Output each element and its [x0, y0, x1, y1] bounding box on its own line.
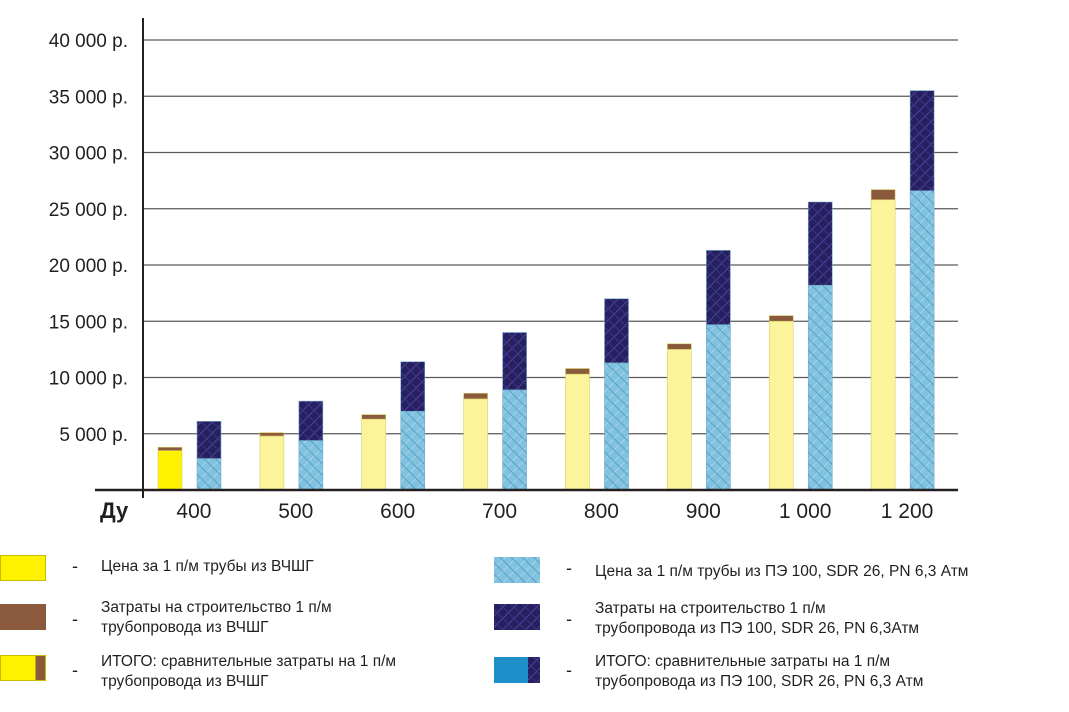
y-tick-label: 20 000 р.	[49, 256, 128, 277]
bar-vchshg-price	[259, 435, 285, 491]
legend-dash: -	[566, 660, 572, 680]
bar-vchshg-construction	[870, 189, 896, 201]
x-tick-label: 500	[278, 500, 313, 523]
bar-vchshg-price	[768, 320, 794, 491]
y-tick-label: 35 000 р.	[49, 87, 128, 108]
bar-vchshg-price	[667, 349, 692, 491]
bar-vchshg-construction	[463, 392, 488, 400]
bar-pe-price	[909, 190, 935, 491]
legend-swatch-pe-construction	[494, 604, 540, 630]
x-tick-label: 900	[686, 500, 721, 523]
axes	[95, 18, 958, 498]
bar-pe-construction	[706, 250, 731, 325]
y-tick-label: 5 000 р.	[59, 425, 128, 446]
legend-dash: -	[72, 556, 78, 576]
bar-vchshg-construction	[157, 446, 183, 451]
bar-chart: 5 000 р. 10 000 р. 15 000 р. 20 000 р. 25 00…	[49, 18, 958, 523]
bar-vchshg-price	[870, 199, 896, 491]
legend-dash: -	[566, 609, 572, 629]
bar-vchshg-construction	[565, 368, 590, 375]
x-tick-label: 700	[482, 500, 517, 523]
bar-pe-price	[604, 362, 629, 491]
tick-labels: 5 000 р. 10 000 р. 15 000 р. 20 000 р. 25 00…	[49, 31, 934, 523]
legend-swatch-vchshg-construction	[0, 604, 46, 630]
bar-pe-construction	[807, 201, 833, 286]
legend-swatch-pe-total	[494, 657, 540, 683]
bar-pe-construction	[604, 298, 629, 364]
bar-pe-price	[502, 389, 527, 491]
legend-swatch-pe-price	[494, 557, 540, 583]
legend-dash: -	[72, 660, 78, 680]
x-tick-label: 800	[584, 500, 619, 523]
bar-pe-construction	[298, 400, 324, 441]
legend-swatch-vchshg-price	[0, 555, 46, 581]
bar-vchshg-construction	[361, 414, 387, 420]
bar-vchshg-price	[157, 450, 183, 491]
y-tick-label: 15 000 р.	[49, 312, 128, 333]
x-tick-label: 400	[176, 500, 211, 523]
legend-label-vchshg-total: ИТОГО: сравнительные затраты на 1 п/м тр…	[101, 653, 397, 690]
grid-lines	[143, 39, 958, 435]
bar-pe-price	[196, 458, 222, 491]
legend-label-pe-construction: Затраты на строительство 1 п/м трубопров…	[595, 600, 920, 637]
bars-group	[157, 90, 935, 491]
x-axis-label: Ду	[100, 498, 129, 523]
y-tick-label: 30 000 р.	[49, 144, 128, 165]
legend-label-pe-price: Цена за 1 п/м трубы из ПЭ 100, SDR 26, P…	[595, 563, 969, 580]
bar-pe-price	[298, 440, 324, 491]
x-tick-label: 1 200	[881, 500, 934, 523]
bar-pe-construction	[502, 332, 527, 391]
y-tick-label: 40 000 р.	[49, 31, 128, 52]
legend-label-vchshg-price: Цена за 1 п/м трубы из ВЧШГ	[101, 558, 314, 575]
y-tick-label: 10 000 р.	[49, 369, 128, 390]
y-tick-label: 25 000 р.	[49, 200, 128, 221]
bar-pe-price	[807, 284, 833, 491]
bar-pe-price	[706, 324, 731, 491]
legend-dash: -	[72, 609, 78, 629]
legend-label-pe-total: ИТОГО: сравнительные затраты на 1 п/м тр…	[595, 653, 924, 690]
bar-vchshg-construction	[259, 432, 285, 437]
bar-vchshg-construction	[667, 343, 692, 350]
x-tick-label: 600	[380, 500, 415, 523]
bar-vchshg-price	[463, 398, 488, 491]
bar-pe-construction	[909, 90, 935, 192]
x-tick-label: 1 000	[779, 500, 832, 523]
bar-vchshg-price	[565, 373, 590, 491]
bar-vchshg-price	[361, 418, 387, 491]
bar-pe-construction	[400, 361, 426, 412]
bar-vchshg-construction	[768, 315, 794, 322]
legend-label-vchshg-construction: Затраты на строительство 1 п/м трубопров…	[101, 599, 332, 636]
legend-dash: -	[566, 558, 572, 578]
legend-swatch-vchshg-total	[0, 655, 46, 681]
bar-pe-construction	[196, 421, 222, 459]
bar-pe-price	[400, 410, 426, 491]
